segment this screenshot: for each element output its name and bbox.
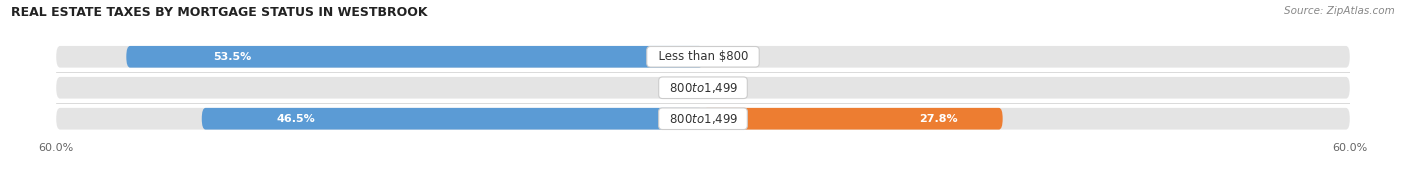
Text: Less than $800: Less than $800 [651, 50, 755, 63]
Text: $800 to $1,499: $800 to $1,499 [662, 81, 744, 95]
Text: 0.0%: 0.0% [720, 83, 748, 93]
Text: $800 to $1,499: $800 to $1,499 [662, 112, 744, 126]
FancyBboxPatch shape [56, 77, 1350, 99]
FancyBboxPatch shape [703, 108, 1002, 129]
FancyBboxPatch shape [56, 46, 1350, 68]
FancyBboxPatch shape [202, 108, 703, 129]
Text: 46.5%: 46.5% [277, 114, 316, 124]
Text: 53.5%: 53.5% [212, 52, 252, 62]
Text: 27.8%: 27.8% [920, 114, 957, 124]
Text: Source: ZipAtlas.com: Source: ZipAtlas.com [1284, 6, 1395, 16]
FancyBboxPatch shape [127, 46, 703, 68]
FancyBboxPatch shape [56, 108, 1350, 129]
Text: 0.0%: 0.0% [720, 52, 748, 62]
Text: 0.0%: 0.0% [658, 83, 688, 93]
Text: REAL ESTATE TAXES BY MORTGAGE STATUS IN WESTBROOK: REAL ESTATE TAXES BY MORTGAGE STATUS IN … [11, 6, 427, 19]
